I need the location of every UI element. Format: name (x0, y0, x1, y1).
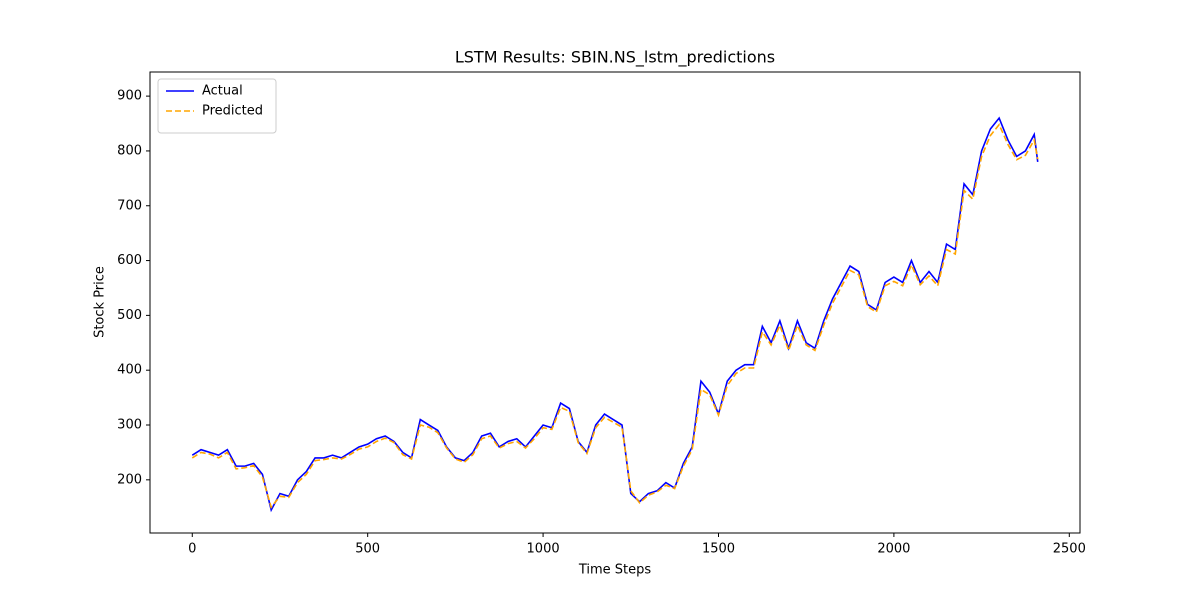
data-line (191, 116, 1039, 513)
y-tick-label: 200 (117, 472, 142, 487)
legend-label: Actual (202, 84, 243, 99)
y-axis-label: Stock Price (93, 266, 108, 338)
data-line (191, 123, 1039, 509)
x-tick-label: 1000 (527, 542, 560, 557)
chart-title: LSTM Results: SBIN.NS_lstm_predictions (455, 48, 775, 68)
y-tick-label: 900 (117, 89, 142, 104)
y-tick-label: 600 (117, 253, 142, 268)
x-tick-label: 500 (355, 542, 380, 557)
x-tick-label: 1500 (702, 542, 735, 557)
x-axis-label: Time Steps (578, 563, 652, 578)
y-tick-label: 800 (117, 143, 142, 158)
x-tick-label: 0 (188, 542, 196, 557)
y-tick-label: 300 (117, 418, 142, 433)
legend-box (157, 78, 277, 134)
x-tick-label: 2500 (1053, 542, 1086, 557)
y-tick-label: 400 (117, 363, 142, 378)
legend-label: Predicted (202, 104, 263, 119)
y-tick-label: 500 (117, 308, 142, 323)
y-tick-label: 700 (117, 198, 142, 213)
plot-frame (149, 71, 1081, 534)
x-tick-label: 2000 (877, 542, 910, 557)
